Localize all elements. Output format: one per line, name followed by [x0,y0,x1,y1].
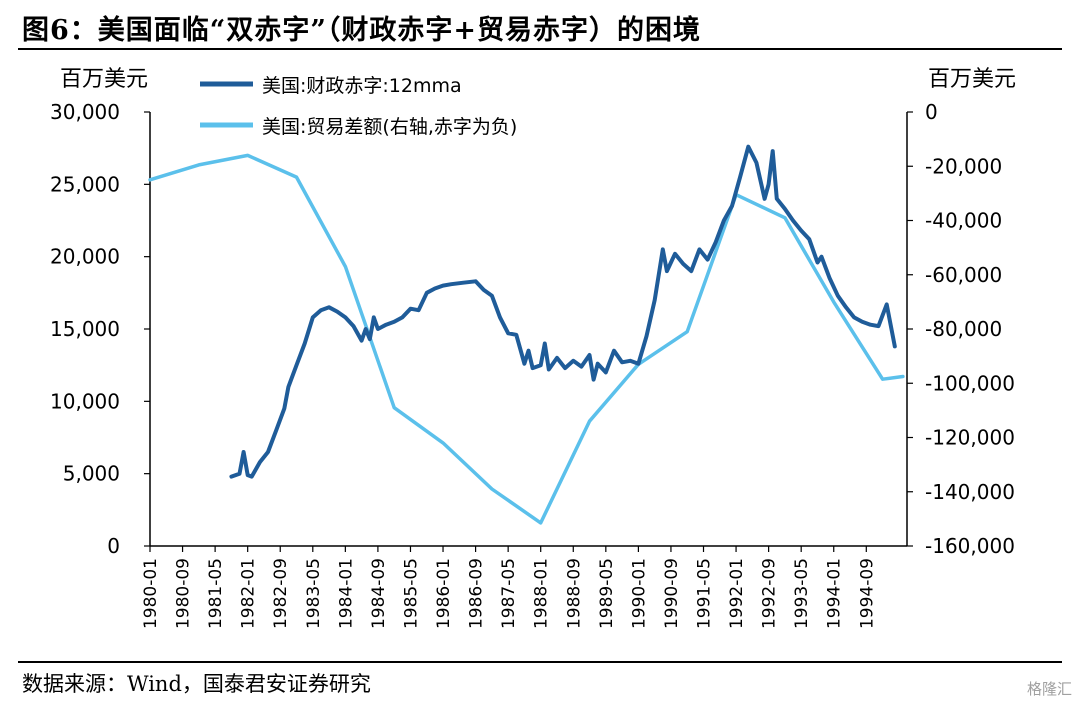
left-tick-label: 30,000 [50,100,120,124]
x-tick-label: 1984-09 [369,558,389,629]
right-axis-unit: 百万美元 [928,67,1016,92]
x-tick-label: 1982-09 [271,558,291,629]
source-note: 数据来源：Wind，国泰君安证券研究 [22,672,371,696]
right-tick-label: 0 [925,100,938,124]
x-tick-label: 1980-09 [174,558,194,629]
x-tick-label: 1981-05 [206,558,226,629]
right-tick-label: -140,000 [925,480,1015,504]
legend-label-fiscal: 美国:财政赤字:12mma [262,75,462,97]
x-tick-label: 1984-01 [336,558,356,629]
axes-group: 0 5,000 10,000 15,000 20,000 25,000 30,000 -160… [50,100,1015,629]
series-line-trade-balance [148,153,905,525]
right-tick-label: -80,000 [925,317,1002,341]
x-tick-label: 1989-05 [597,558,617,629]
legend-label-trade: 美国:贸易差额(右轴,赤字为负) [262,116,517,138]
left-tick-label: 20,000 [50,245,120,269]
left-tick-label: 0 [107,534,120,558]
right-tick-label: -120,000 [925,426,1015,450]
x-tick-label: 1992-09 [760,558,780,629]
left-axis-unit: 百万美元 [60,67,148,92]
right-tick-label: -20,000 [925,154,1002,178]
left-tick-label: 25,000 [50,172,120,196]
x-tick-label: 1987-05 [499,558,519,629]
x-tick-label: 1986-09 [467,558,487,629]
series-layer [148,144,905,525]
source-divider [18,661,1062,663]
x-tick-label: 1985-05 [401,558,421,629]
left-tick-label: 5,000 [63,462,120,486]
right-tick-label: -100,000 [925,371,1015,395]
title-divider [18,48,1062,50]
x-tick-label: 1992-01 [727,558,747,629]
x-tick-label: 1990-01 [629,558,649,629]
right-tick-label: -60,000 [925,263,1002,287]
watermark: 格隆汇 [1026,680,1072,698]
right-tick-label: -40,000 [925,209,1002,233]
x-tick-label: 1988-01 [532,558,552,629]
x-tick-label: 1982-01 [239,558,259,629]
x-tick-label: 1993-05 [792,558,812,629]
left-tick-label: 10,000 [50,389,120,413]
right-tick-label: -160,000 [925,534,1015,558]
chart-title: 图6：美国面临“双赤字”（财政赤字+贸易赤字）的困境 [22,15,701,46]
x-tick-label: 1980-01 [141,558,161,629]
x-tick-label: 1991-05 [695,558,715,629]
legend: 美国:财政赤字:12mma 美国:贸易差额(右轴,赤字为负) [200,75,517,138]
x-tick-label: 1990-09 [662,558,682,629]
series-line-fiscal-deficit [229,144,897,479]
x-tick-label: 1994-01 [825,558,845,629]
x-tick-label: 1983-05 [304,558,324,629]
x-tick-label: 1994-09 [857,558,877,629]
x-tick-label: 1986-01 [434,558,454,629]
left-tick-label: 15,000 [50,317,120,341]
x-tick-label: 1988-09 [564,558,584,629]
